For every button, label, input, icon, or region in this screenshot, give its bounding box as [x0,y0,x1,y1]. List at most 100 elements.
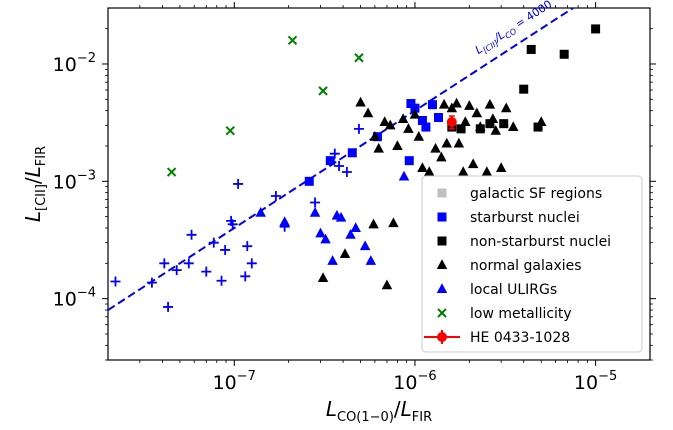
data-point [436,151,447,162]
data-point [320,233,331,244]
data-point [310,197,321,208]
data-point [359,240,371,251]
x-axis-label: LCO(1−0)/LFIR [326,397,432,425]
data-point [421,122,431,132]
data-point [270,190,281,201]
data-point [233,178,244,189]
data-point [279,216,290,227]
data-point [410,103,420,113]
legend-label: normal galaxies [470,258,582,274]
legend-marker [437,236,447,246]
data-point [392,140,403,150]
plot-frame [107,7,651,361]
y-tick-label: 10−3 [53,168,96,193]
data-point [467,158,479,169]
data-point [385,119,396,130]
data-point [334,161,345,172]
data-point [163,301,174,312]
data-point [171,265,182,276]
data-point [279,221,290,232]
data-point [441,137,453,148]
data-point [318,86,328,96]
legend-label: non-starburst nuclei [470,234,611,250]
data-point [345,229,356,239]
data-point [460,116,471,127]
data-point [464,100,475,110]
data-point [242,241,253,252]
data-point [183,258,194,269]
data-point [355,96,366,107]
legend-marker [437,188,447,198]
data-point [240,271,251,282]
data-point [208,237,219,248]
data-point [451,97,462,108]
data-point [353,123,364,134]
data-point [438,98,450,109]
data-point [287,35,298,46]
data-point [166,167,177,177]
data-point [499,119,509,129]
data-point [485,119,495,129]
data-point [227,219,238,230]
data-point [519,84,529,94]
legend-label: HE 0433-1028 [470,330,570,346]
data-point [350,222,361,233]
y-axis-label: L[CII]/LFIR [21,146,49,222]
data-point [325,156,335,166]
data-point [255,206,266,217]
data-point [201,266,212,277]
data-point [406,99,416,109]
data-point [526,44,536,54]
data-point [533,122,543,132]
legend-label: low metallicity [470,306,572,322]
data-point [471,107,483,118]
data-point [424,166,435,177]
data-point [146,277,157,288]
data-point [317,272,329,282]
data-point [500,102,512,113]
data-point [388,217,399,228]
data-point [159,258,170,269]
y-tick-label: 10−2 [53,51,96,76]
data-point [397,113,409,123]
data-point [475,121,486,132]
data-point [417,115,427,125]
data-point [495,162,507,172]
legend: galactic SF regions starburst nuclei non-s… [421,175,643,353]
legend-box [421,175,643,353]
data-point [216,275,227,286]
axis-ticks: 10−7 10−6 10−5 10−4 10−3 10−2 [53,2,656,394]
data-point [409,108,421,119]
data-point [433,112,443,122]
data-point [304,176,314,186]
legend-marker [436,283,448,293]
data-point [327,255,338,265]
data-point [430,142,441,153]
data-point [110,276,121,287]
data-point [315,227,326,238]
data-point [456,124,466,134]
data-point [413,130,425,141]
data-point [220,244,231,255]
data-point [369,130,381,141]
data-point [339,248,351,259]
data-point [379,116,390,127]
data-point [335,211,347,222]
data-point [490,124,501,135]
legend-label: starburst nuclei [470,210,580,226]
legend-marker [436,259,448,269]
data-point [362,107,374,118]
data-point [453,137,465,148]
legend-marker [437,212,447,222]
data-points [110,24,601,312]
x-tick-label: 10−7 [213,369,256,394]
data-point [365,255,377,265]
data-point [347,148,357,158]
data-point [484,98,496,109]
data-point [591,24,601,34]
data-point [381,279,393,290]
data-point [246,258,257,269]
legend-marker [437,308,447,318]
data-point [446,117,457,128]
